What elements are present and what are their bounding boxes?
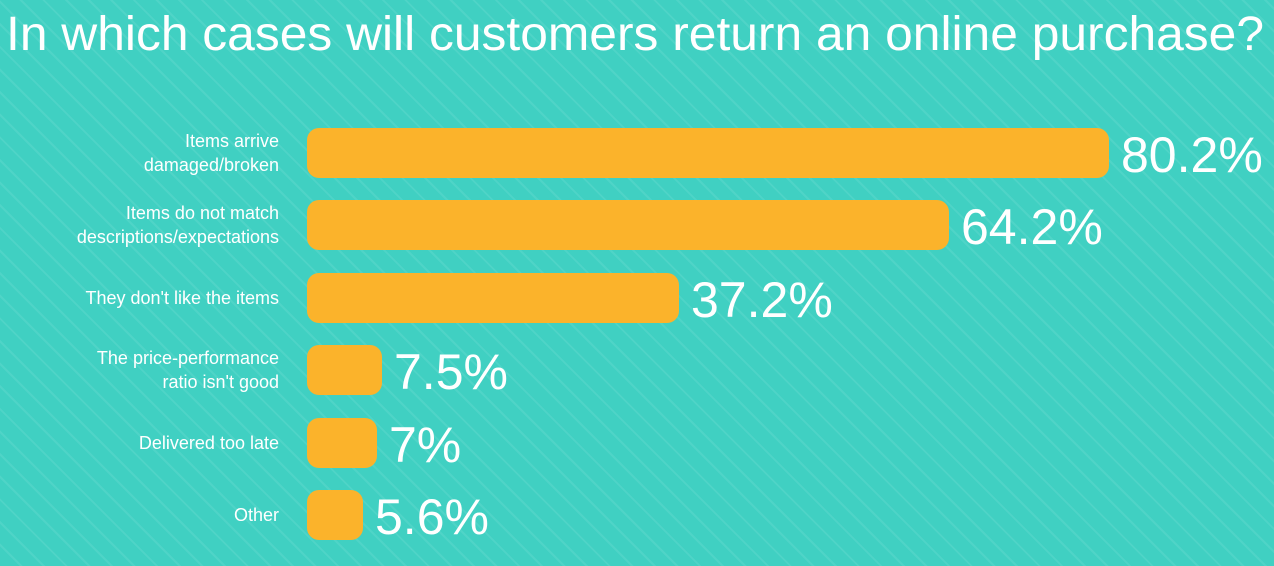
value-label: 7.5% (394, 344, 508, 401)
bar (307, 128, 1109, 178)
title-area: In which cases will customers return an … (6, 8, 1264, 61)
bar (307, 345, 382, 396)
category-label: The price-performance ratio isn't good (96, 348, 279, 393)
value-label: 64.2% (961, 199, 1103, 256)
category-label: Other (233, 505, 279, 525)
category-label: Items arrive damaged/broken (143, 131, 279, 175)
category-label: Items do not match descriptions/expectat… (76, 203, 279, 248)
value-label: 37.2% (691, 271, 833, 328)
bar (307, 272, 679, 323)
bar (307, 417, 377, 468)
chart-title: In which cases will customers return an … (6, 8, 1264, 61)
bar (307, 490, 363, 540)
value-label: 5.6% (375, 489, 489, 545)
value-label: 80.2% (1121, 127, 1263, 183)
value-label: 7% (389, 416, 462, 473)
category-label: Delivered too late (138, 432, 279, 453)
category-label: They don't like the items (85, 287, 279, 308)
bar (307, 200, 949, 251)
